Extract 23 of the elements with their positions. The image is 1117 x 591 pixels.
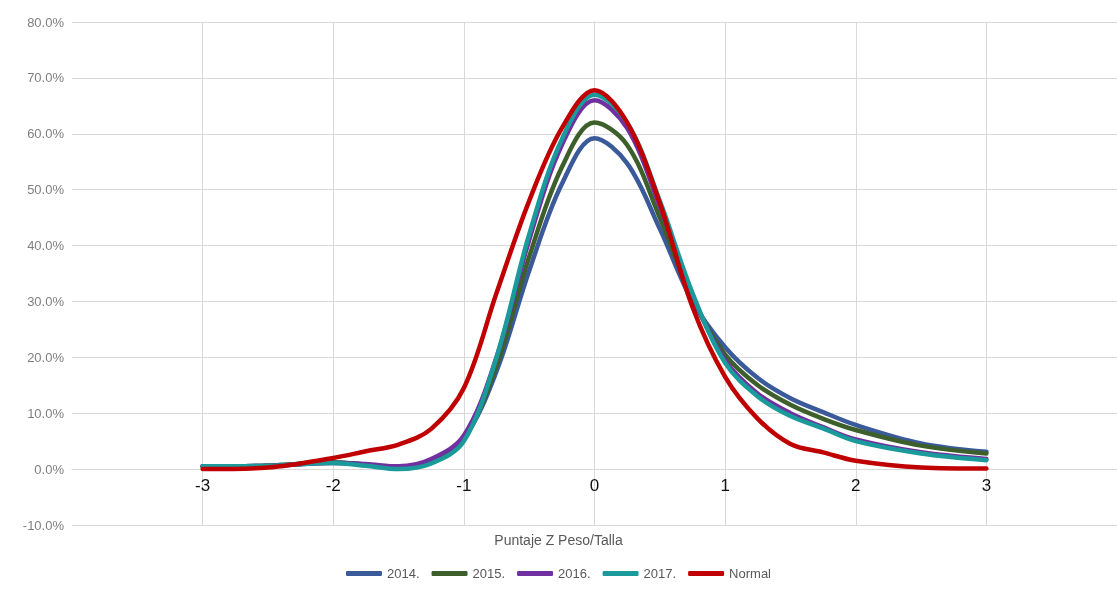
legend-label: 2016. <box>558 566 591 581</box>
x-axis-title: Puntaje Z Peso/Talla <box>494 532 623 548</box>
legend-label: 2015. <box>472 566 506 581</box>
y-tick-label: 0.0% <box>34 461 65 477</box>
x-tick-label: 1 <box>720 476 730 496</box>
x-tick-label: -3 <box>195 476 211 496</box>
y-tick-label: -10.0% <box>22 517 65 533</box>
y-tick-label: 70.0% <box>27 70 65 86</box>
x-tick-label: 3 <box>981 476 992 496</box>
y-tick-label: 60.0% <box>27 126 65 142</box>
y-tick-label: 20.0% <box>27 349 65 365</box>
x-tick-label: 0 <box>589 476 600 496</box>
y-tick-label: 40.0% <box>27 238 65 254</box>
x-tick-label: -1 <box>456 476 472 496</box>
x-tick-label: 2 <box>851 476 861 496</box>
legend-label: Normal <box>729 566 772 581</box>
legend-label: 2014. <box>386 566 420 581</box>
y-tick-label: 50.0% <box>27 182 65 198</box>
y-tick-label: 80.0% <box>27 14 65 30</box>
x-tick-label: -2 <box>325 476 341 496</box>
y-tick-label: 10.0% <box>27 405 65 421</box>
legend-label: 2017. <box>643 566 677 581</box>
y-tick-label: 30.0% <box>27 293 65 309</box>
